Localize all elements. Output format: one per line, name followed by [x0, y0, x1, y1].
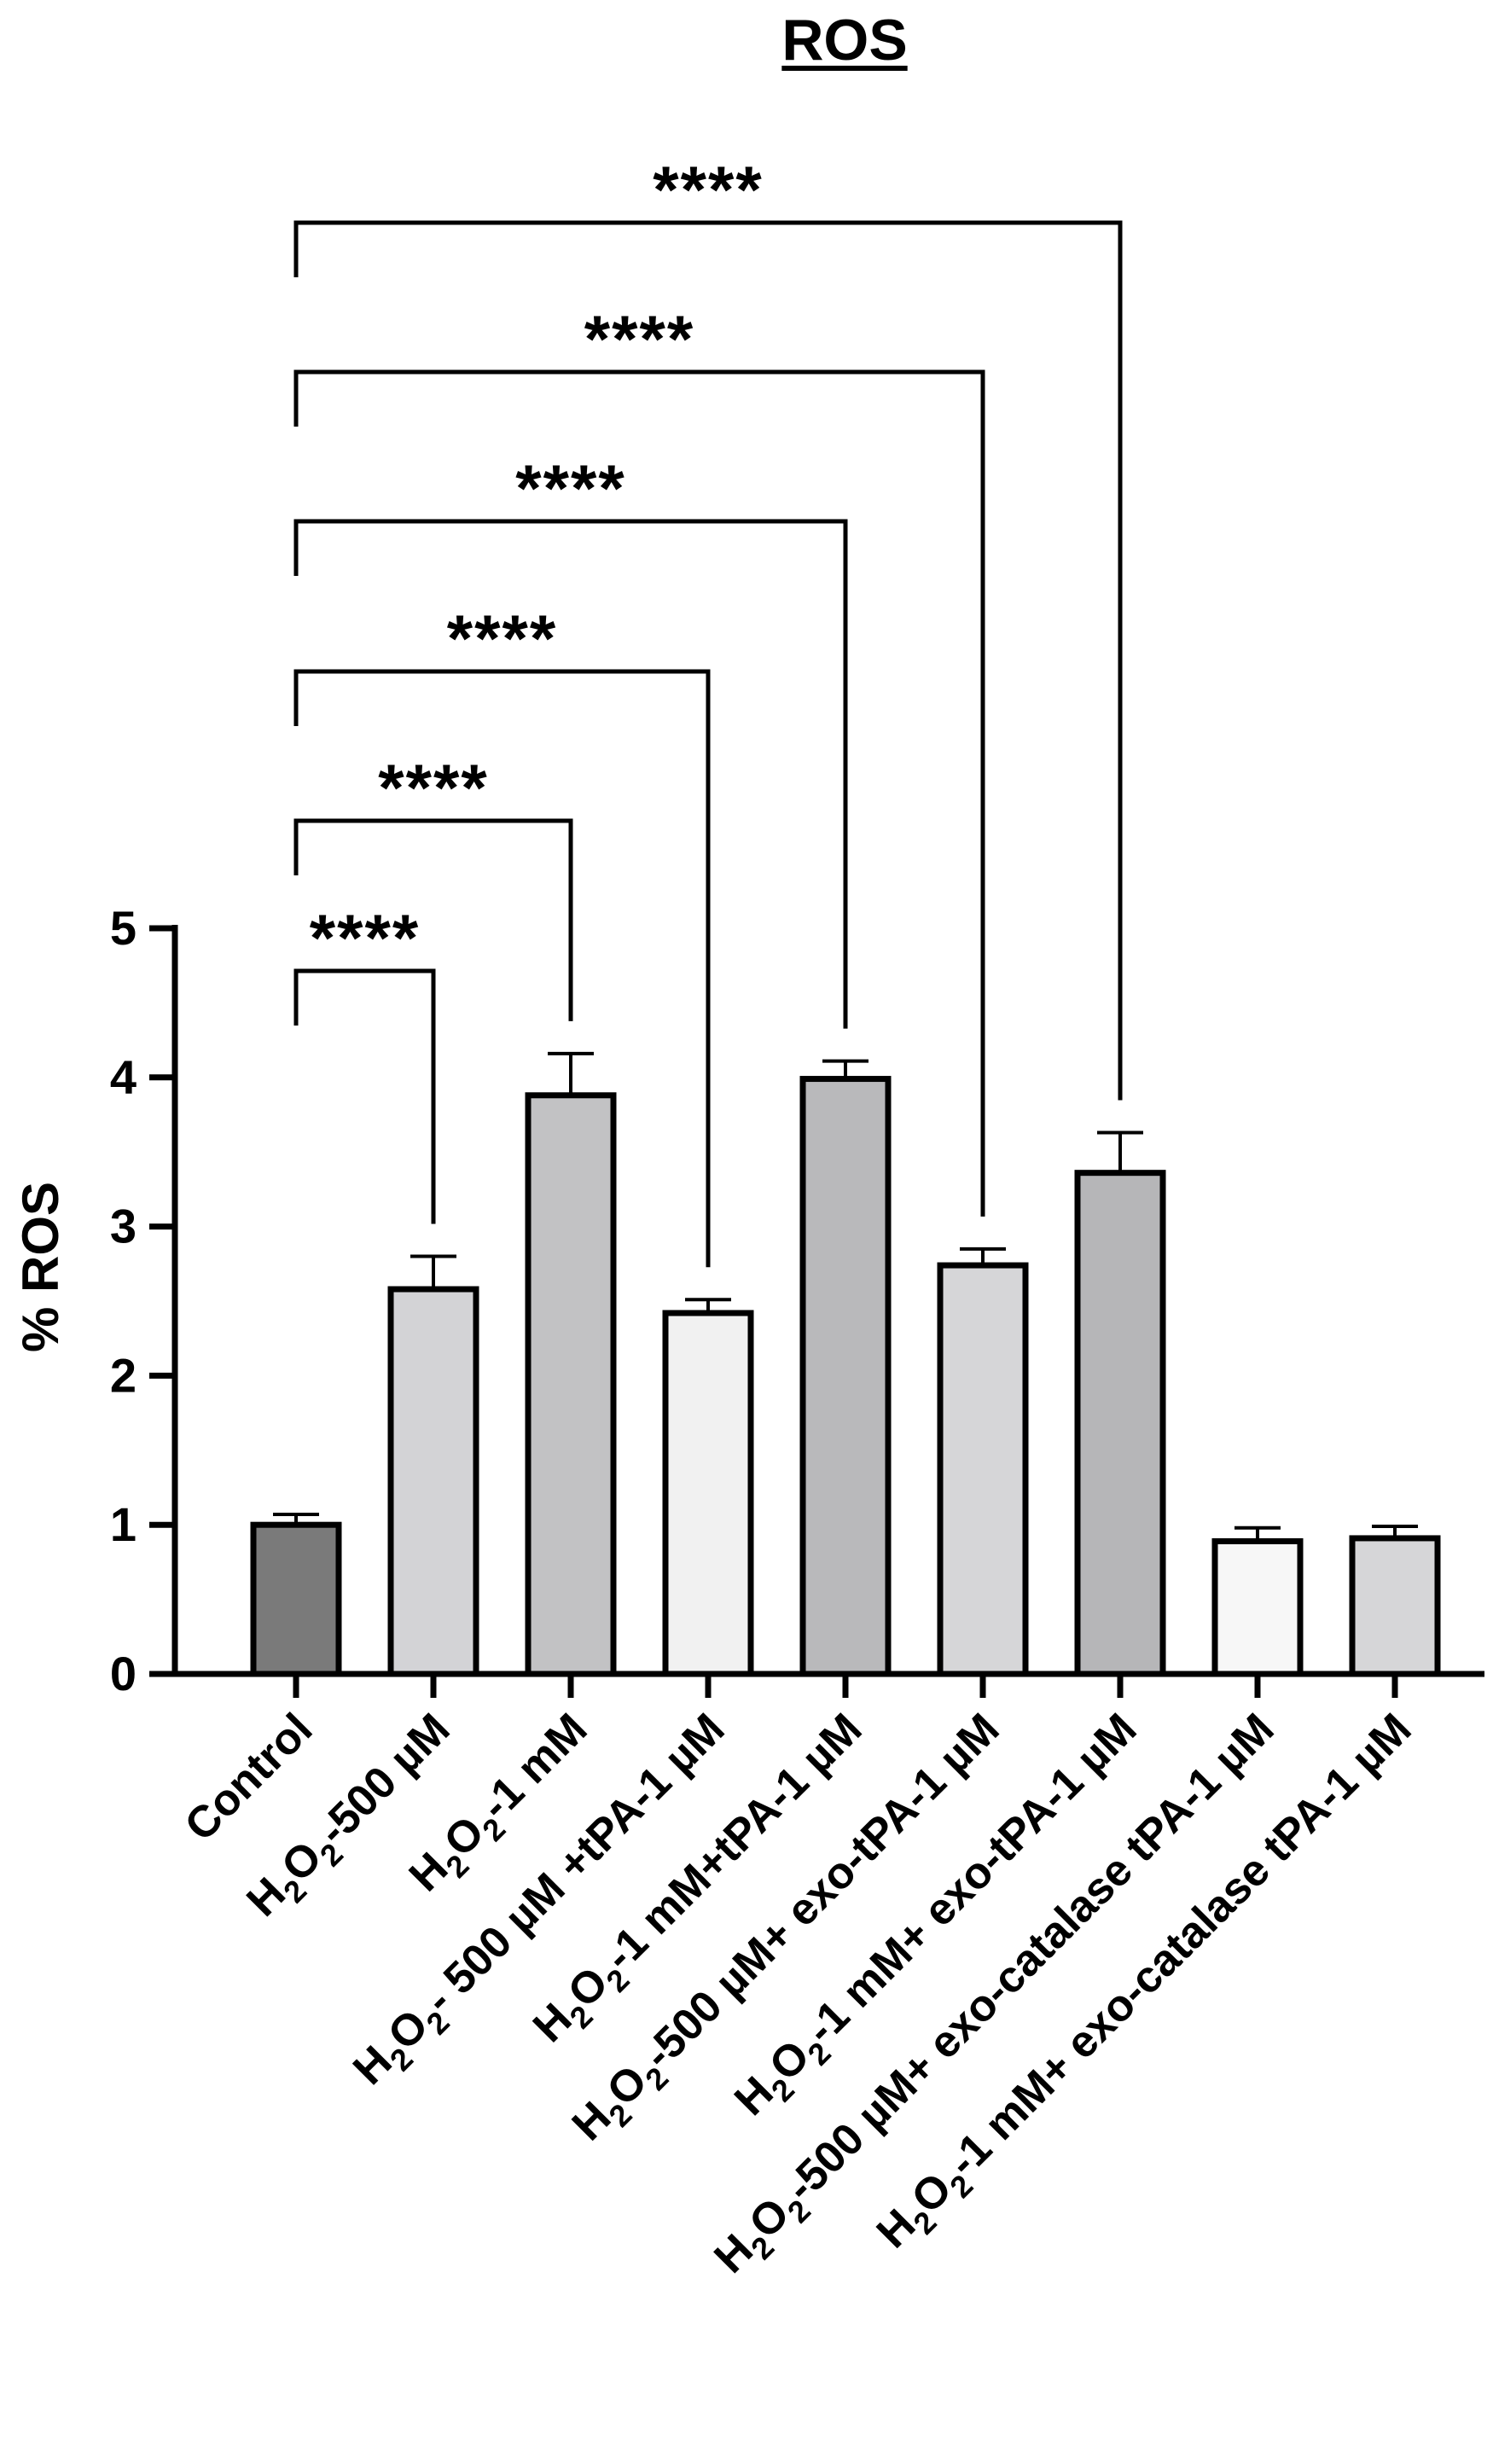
bar	[662, 1310, 754, 1677]
significance-label: ****	[378, 750, 488, 825]
y-axis: 0 1 2 3 4 5	[110, 901, 178, 1700]
y-tick-label: 4	[110, 1050, 137, 1104]
significance-bracket	[293, 818, 573, 1021]
x-tick-label: Control	[176, 1704, 322, 1851]
significance-bracket	[293, 220, 1123, 1101]
x-axis	[171, 1671, 1484, 1698]
y-axis-label: % ROS	[12, 1182, 69, 1352]
bar	[1211, 1537, 1304, 1677]
bar	[250, 1521, 342, 1677]
significance-label: ****	[310, 900, 420, 975]
y-tick-label: 2	[110, 1348, 137, 1402]
y-tick-label: 5	[110, 901, 137, 955]
bar	[1349, 1535, 1441, 1677]
significance-bracket	[293, 669, 711, 1268]
significance-bracket	[293, 519, 848, 1029]
significance-bracket	[293, 968, 436, 1224]
significance-bracket	[293, 369, 985, 1217]
y-tick-label: 3	[110, 1200, 137, 1253]
significance-label: ****	[515, 450, 625, 526]
y-tick-label: 0	[110, 1647, 137, 1700]
bar	[387, 1286, 479, 1677]
bar	[1074, 1170, 1166, 1677]
significance-label: ****	[653, 152, 763, 227]
bar	[525, 1092, 617, 1677]
bars	[250, 1051, 1441, 1677]
significance-label: ****	[584, 301, 694, 376]
y-tick-label: 1	[110, 1497, 137, 1551]
significance-label: ****	[447, 601, 557, 676]
bar	[799, 1076, 892, 1677]
bar	[937, 1262, 1029, 1677]
chart-title: ROS	[781, 8, 907, 73]
significance-brackets: **** **** **** **** **** ****	[293, 152, 1123, 1268]
